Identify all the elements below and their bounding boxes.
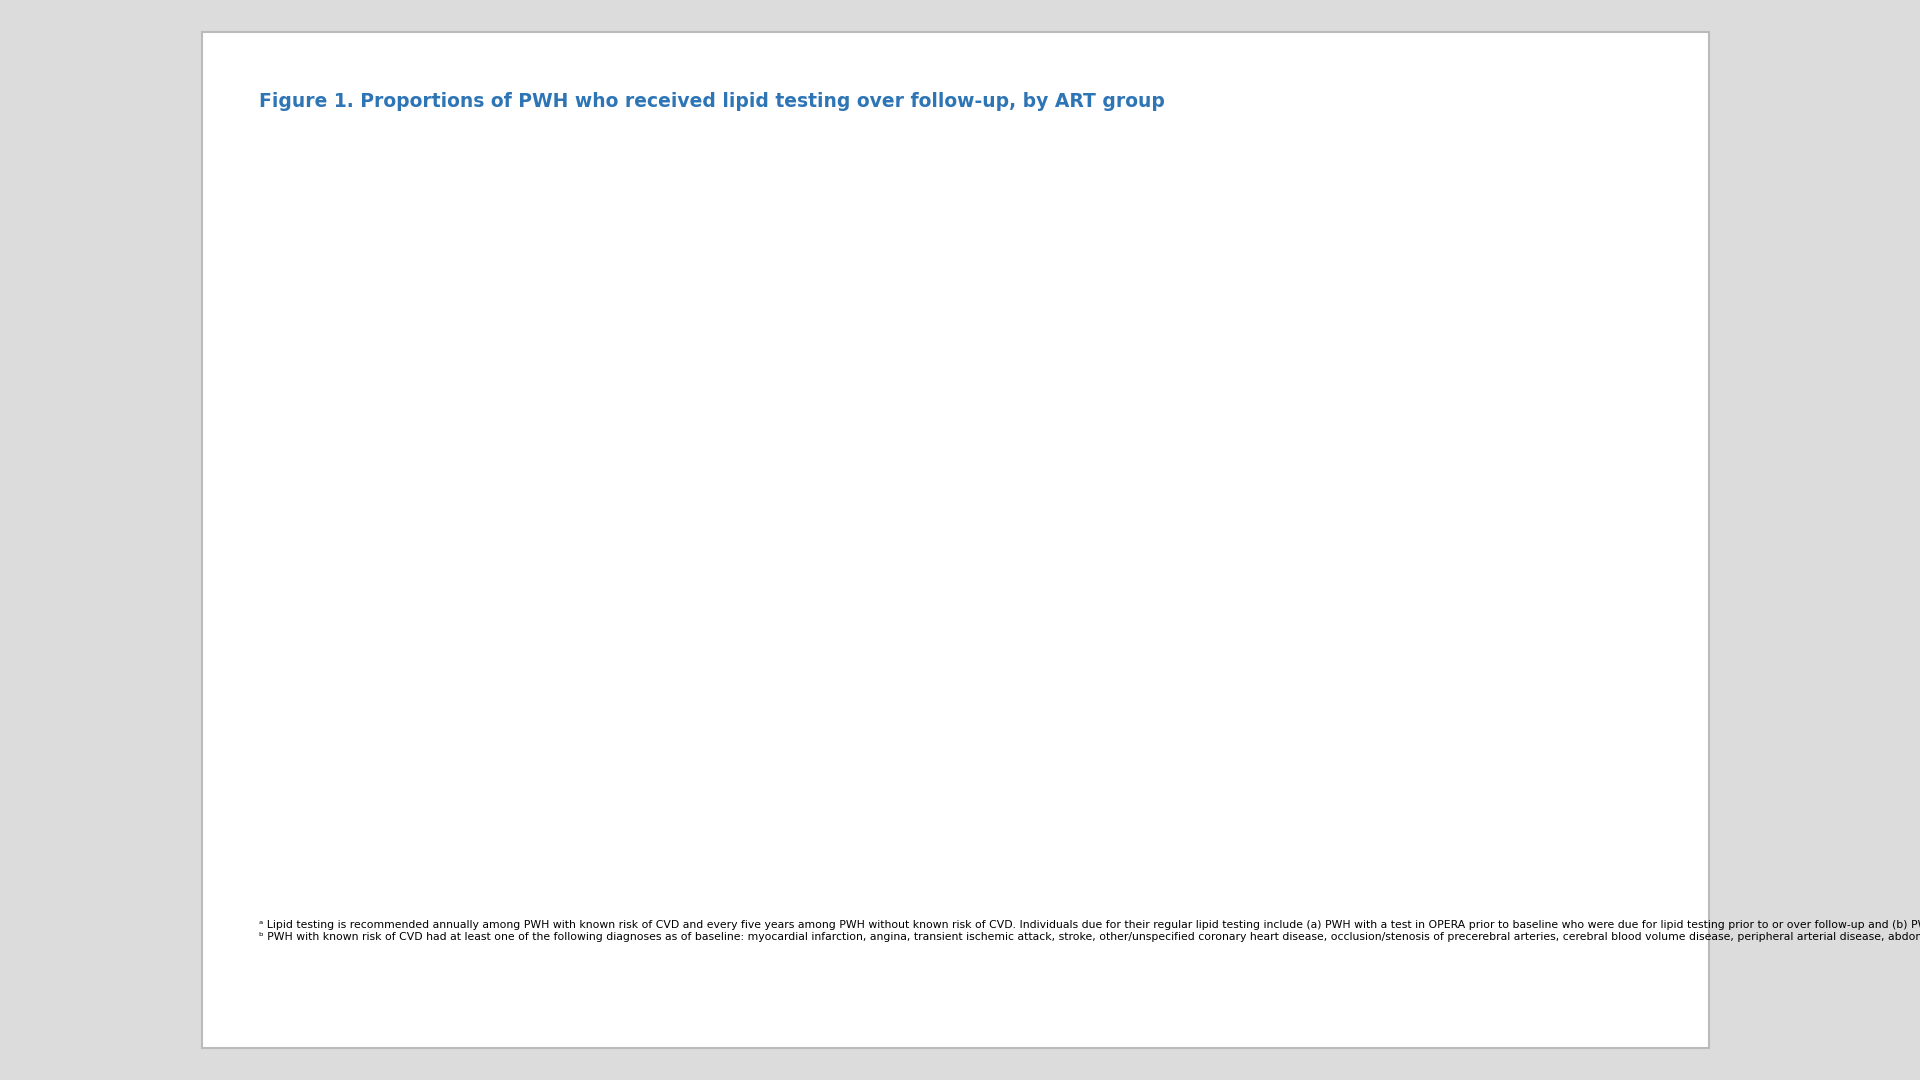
Bar (547, 381, 1284, 444)
Bar (547, 759, 1100, 823)
Text: 51% (n=35): 51% (n=35) (1112, 783, 1212, 798)
Text: N=165: N=165 (474, 854, 532, 869)
Text: 85% (n=764): 85% (n=764) (1480, 666, 1592, 681)
Text: ᵃ Lipid testing is recommended annually among PWH with known risk of CVD and eve: ᵃ Lipid testing is recommended annually … (259, 920, 1920, 942)
Text: 1-3 Months
After Baseline: 1-3 Months After Baseline (484, 133, 515, 244)
Bar (547, 643, 1469, 705)
Text: N=2,178: N=2,178 (457, 217, 532, 232)
Text: N=730: N=730 (474, 334, 532, 349)
Text: 22% (n=163): 22% (n=163) (797, 146, 908, 161)
Text: Known
CVD Riskᵇ: Known CVD Riskᵇ (484, 599, 515, 676)
Legend: CAB+RPV LA, Oral ART: CAB+RPV LA, Oral ART (1390, 225, 1582, 325)
Text: 91% (n=274): 91% (n=274) (1546, 595, 1657, 610)
Text: 75% (n=550): 75% (n=550) (1371, 334, 1482, 349)
Text: 14% (n=296): 14% (n=296) (710, 217, 822, 232)
Text: All PWH: All PWH (286, 248, 300, 316)
Bar (547, 192, 699, 256)
Text: 46% (n=76): 46% (n=76) (1058, 854, 1158, 869)
Text: N=2,178: N=2,178 (457, 405, 532, 420)
Text: Figure 1. Proportions of PWH who received lipid testing over follow-up, by ART g: Figure 1. Proportions of PWH who receive… (259, 92, 1165, 111)
Text: N=896: N=896 (474, 666, 532, 681)
Text: PWH Due for Screeningᵃ: PWH Due for Screeningᵃ (286, 629, 300, 836)
Text: N=69: N=69 (484, 783, 532, 798)
Text: No Known
CVD Riskᵇ: No Known CVD Riskᵇ (484, 786, 515, 866)
Bar (547, 310, 1361, 373)
Text: N=302: N=302 (474, 595, 532, 610)
Bar (547, 122, 785, 185)
Text: N=730: N=730 (474, 146, 532, 161)
Bar (547, 571, 1534, 634)
Text: 68% (n=1,473): 68% (n=1,473) (1296, 405, 1423, 420)
Bar (547, 831, 1046, 893)
Text: Over All
Follow-up: Over All Follow-up (484, 339, 515, 415)
